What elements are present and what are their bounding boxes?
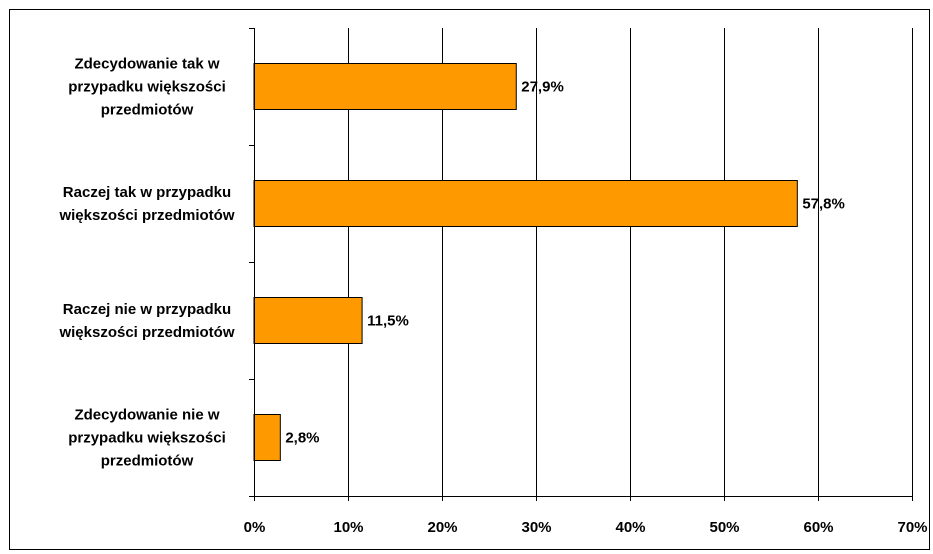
category-label-1-line-1: Zdecydowanie tak w [74,56,219,73]
category-label-2-line-2: większości przedmiotów [58,207,234,224]
x-tick-label-0: 0% [244,519,266,536]
category-label-4-line-3: przedmiotów [101,453,194,470]
x-tick-label-20: 20% [427,519,457,536]
category-label-3-line-2: większości przedmiotów [58,324,234,341]
category-label-4: Zdecydowanie nie w przypadku większości pr… [68,407,226,470]
category-label-2: Raczej tak w przypadku większości przedmi… [58,184,234,224]
bar-2 [253,180,798,227]
x-tick-label-60: 60% [803,519,833,536]
bar-4 [253,414,281,461]
bar-3 [253,297,363,344]
category-label-3-line-1: Raczej nie w przypadku [63,301,231,318]
category-label-4-line-2: przypadku większości [68,430,226,447]
category-label-2-line-1: Raczej tak w przypadku [63,184,231,201]
bar-1 [253,63,517,110]
data-label-4: 2,8% [285,430,319,447]
x-tick-label-10: 10% [333,519,363,536]
x-tick-label-40: 40% [615,519,645,536]
axes [249,28,913,501]
x-tick-label-30: 30% [521,519,551,536]
category-label-3: Raczej nie w przypadku większości przedmi… [58,301,234,341]
data-label-2: 57,8% [802,196,845,213]
category-label-1-line-3: przedmiotów [101,102,194,119]
x-tick-label-50: 50% [709,519,739,536]
bars [253,63,798,461]
category-label-4-line-1: Zdecydowanie nie w [74,407,219,424]
labels: 27,9% 57,8% 11,5% 2,8% 0% 10% 20% 30% 40% 50% 60% 7… [58,56,927,537]
category-label-1: Zdecydowanie tak w przypadku większości pr… [68,56,226,119]
category-label-1-line-2: przypadku większości [68,79,226,96]
x-tick-label-70: 70% [897,519,927,536]
data-label-3: 11,5% [367,313,409,330]
data-label-1: 27,9% [521,79,564,96]
